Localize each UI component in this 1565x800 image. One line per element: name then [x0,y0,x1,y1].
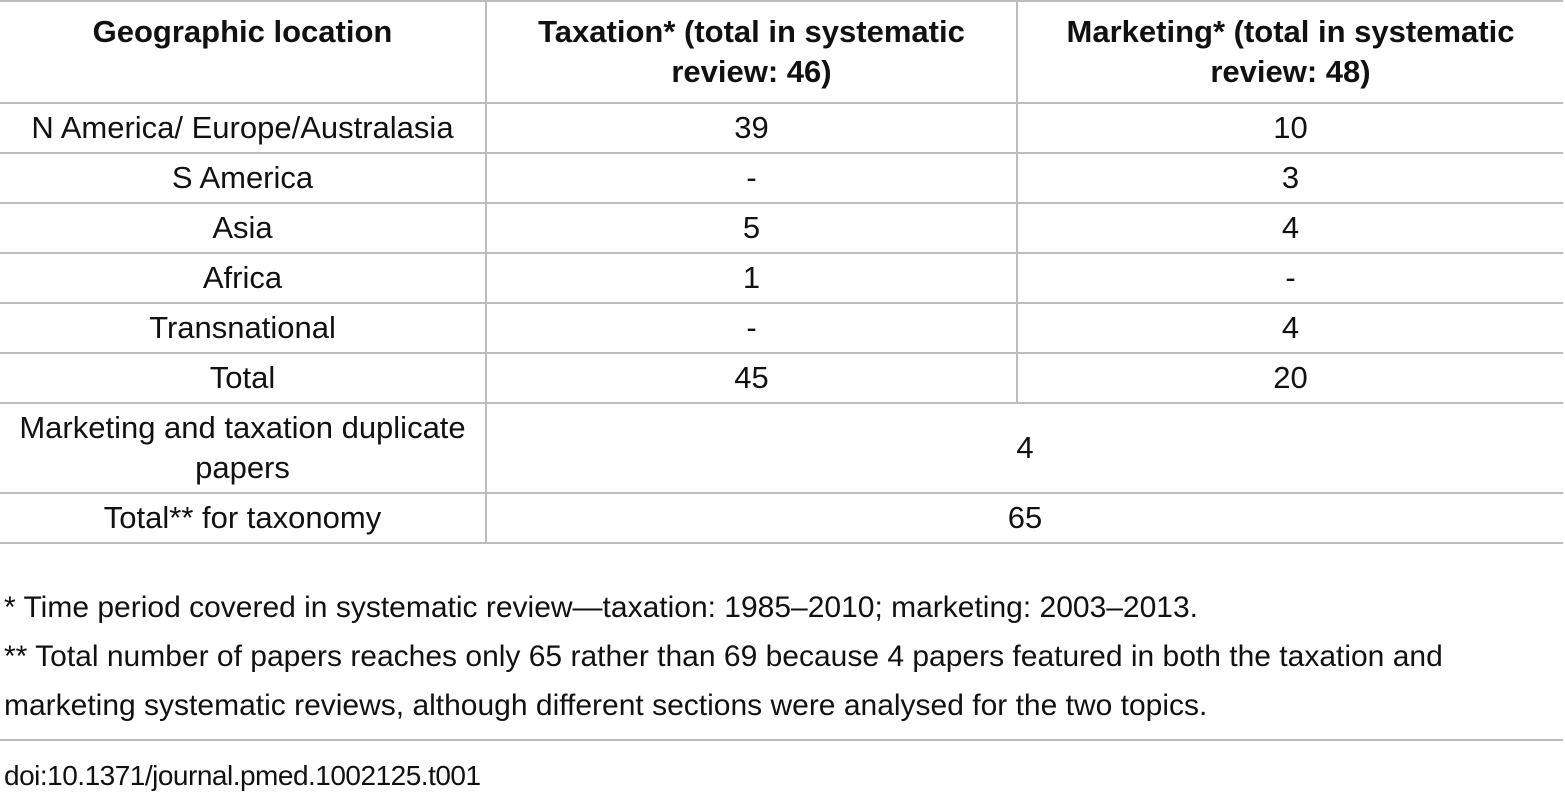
table-row: Africa 1 - [0,252,1563,304]
data-table: Geographic location Taxation* (total in … [0,0,1563,544]
doi-label: doi:10.1371/journal.pmed.1002125.t001 [4,760,481,791]
table-row-taxonomy-total: Total** for taxonomy 65 [0,492,1563,544]
table-header-row: Geographic location Taxation* (total in … [0,0,1563,104]
marketing-cell: 4 [1016,302,1563,354]
location-cell: Africa [0,252,487,304]
footnote-time-period: * Time period covered in systematic revi… [4,591,1199,624]
merged-value-cell: 65 [485,492,1563,544]
table-row: S America - 3 [0,152,1563,204]
location-cell: Total** for taxonomy [0,492,487,544]
marketing-cell: 20 [1016,352,1563,404]
header-geographic-location: Geographic location [0,0,487,104]
table-footnotes: * Time period covered in systematic revi… [4,583,1559,730]
table-row: Transnational - 4 [0,302,1563,354]
marketing-cell: - [1016,252,1563,304]
marketing-cell: 3 [1016,152,1563,204]
table-row-duplicates: Marketing and taxation duplicate papers … [0,402,1563,494]
divider [0,739,1563,741]
header-marketing: Marketing* (total in systematic review: … [1016,0,1563,104]
location-cell: Total [0,352,487,404]
location-cell: N America/ Europe/Australasia [0,102,487,154]
location-cell: Asia [0,202,487,254]
merged-value-cell: 4 [485,402,1563,494]
footnote-total-papers: ** Total number of papers reaches only 6… [4,640,1443,722]
taxation-cell: 5 [485,202,1018,254]
marketing-cell: 10 [1016,102,1563,154]
table-row: N America/ Europe/Australasia 39 10 [0,102,1563,154]
marketing-cell: 4 [1016,202,1563,254]
table-row: Asia 5 4 [0,202,1563,254]
taxation-cell: 45 [485,352,1018,404]
taxation-cell: - [485,302,1018,354]
header-taxation: Taxation* (total in systematic review: 4… [485,0,1018,104]
location-cell: Transnational [0,302,487,354]
taxation-cell: 1 [485,252,1018,304]
location-cell: S America [0,152,487,204]
table-row-total: Total 45 20 [0,352,1563,404]
taxation-cell: - [485,152,1018,204]
taxation-cell: 39 [485,102,1018,154]
location-cell: Marketing and taxation duplicate papers [0,402,487,494]
geographic-location-table: Geographic location Taxation* (total in … [0,0,1563,544]
